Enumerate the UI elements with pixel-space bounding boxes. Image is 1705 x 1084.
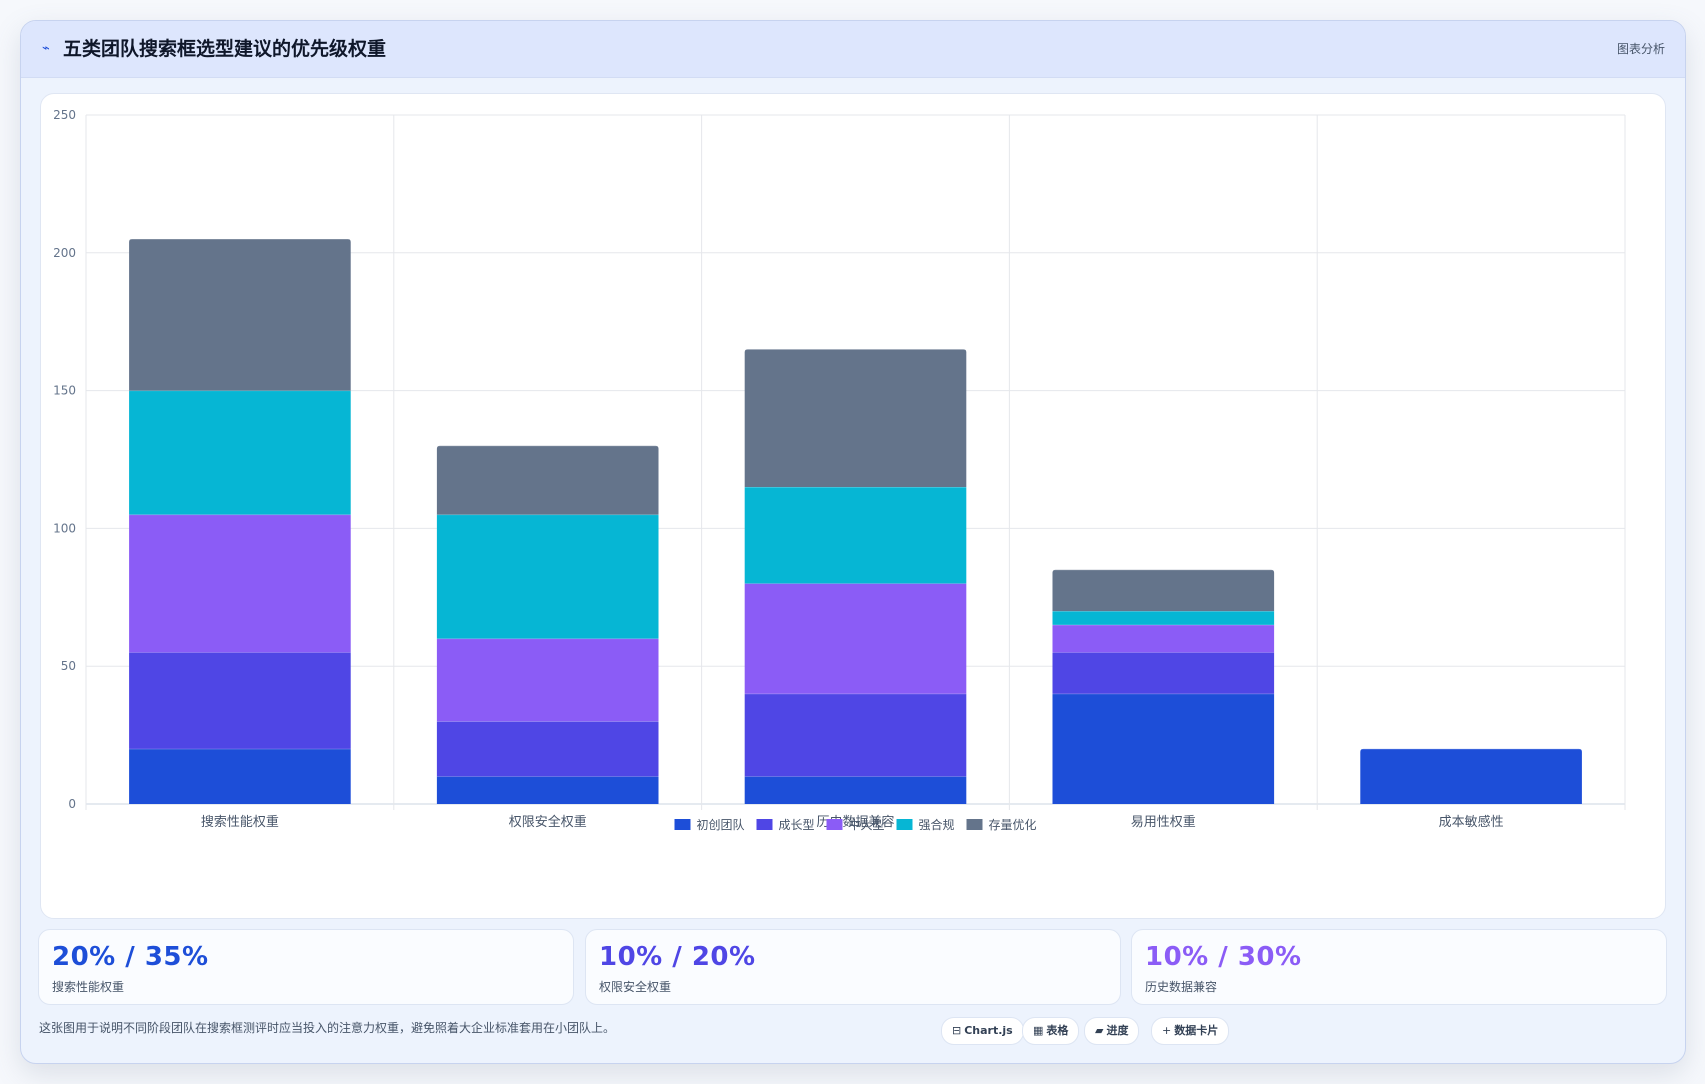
y-tick-label: 100 xyxy=(53,521,76,535)
bar-segment xyxy=(1052,652,1275,694)
chip-progress[interactable]: ▰ 进度 xyxy=(1084,1017,1140,1045)
bar-segment xyxy=(436,445,659,515)
page-title: 五类团队搜索框选型建议的优先级权重 xyxy=(63,38,387,60)
legend-label: 中大型 xyxy=(849,817,885,832)
legend-swatch xyxy=(756,819,773,830)
chip-label: 表格 xyxy=(1046,1024,1069,1037)
stat-card-permission-security: 10% / 20% 权限安全权重 xyxy=(585,929,1121,1005)
y-tick-label: 0 xyxy=(68,797,76,811)
chip-data-card[interactable]: + 数据卡片 xyxy=(1151,1017,1230,1045)
legend-swatch xyxy=(826,819,843,830)
bar-segment xyxy=(129,390,351,515)
bar-segment xyxy=(129,514,351,653)
bar-segment xyxy=(744,693,967,777)
progress-icon: ▰ xyxy=(1095,1024,1104,1037)
stat-label: 搜索性能权重 xyxy=(52,980,125,994)
y-tick-label: 50 xyxy=(61,659,76,673)
chart-panel: 0 50 100 150 200 250 搜索性能权重 权限安全权重 历史数据兼容 易用性权重 成本… xyxy=(40,93,1666,919)
bar-segment xyxy=(129,239,351,391)
legend-swatch xyxy=(674,819,691,830)
card-header: ⌁ 五类团队搜索框选型建议的优先级权重 图表分析 xyxy=(21,21,1685,78)
x-tick-label: 权限安全权重 xyxy=(509,814,587,830)
table-icon: ▦ xyxy=(1033,1024,1044,1037)
chip-label: 进度 xyxy=(1106,1024,1129,1037)
y-tick-label: 250 xyxy=(53,108,76,122)
bar-segment xyxy=(1052,611,1275,625)
bar-segment xyxy=(1360,748,1582,804)
stat-value: 10% / 30% xyxy=(1145,942,1302,972)
bar-segment xyxy=(436,638,659,722)
bar-segment xyxy=(1052,569,1275,612)
legend-label: 初创团队 xyxy=(697,817,745,832)
bar-segment xyxy=(1052,624,1275,653)
bar-segment xyxy=(744,349,967,488)
stat-card-history-compat: 10% / 30% 历史数据兼容 xyxy=(1131,929,1667,1005)
x-tick-label: 易用性权重 xyxy=(1131,814,1196,830)
legend-label: 存量优化 xyxy=(989,818,1037,832)
stat-label: 权限安全权重 xyxy=(599,980,672,994)
y-tick-label: 150 xyxy=(53,384,76,398)
x-tick-label: 成本敏感性 xyxy=(1439,814,1504,830)
stat-value: 20% / 35% xyxy=(52,942,209,972)
bar-segment xyxy=(744,583,967,694)
legend-label: 成长型 xyxy=(779,818,815,832)
stat-label: 历史数据兼容 xyxy=(1145,980,1218,994)
bar-segment xyxy=(436,776,659,804)
y-tick-label: 200 xyxy=(53,246,76,260)
footer-note: 这张图用于说明不同阶段团队在搜索框测评时应当投入的注意力权重，避免照着大企业标准… xyxy=(39,1021,616,1035)
chip-label: Chart.js xyxy=(964,1024,1013,1037)
bar-segment xyxy=(744,487,967,584)
plus-icon: + xyxy=(1162,1024,1172,1037)
bar-segment xyxy=(744,776,967,804)
chip-chartjs[interactable]: ⊟ Chart.js xyxy=(941,1017,1024,1045)
stat-card-search-performance: 20% / 35% 搜索性能权重 xyxy=(38,929,574,1005)
header-tag: 图表分析 xyxy=(1616,42,1665,56)
chart-icon: ⊟ xyxy=(952,1024,962,1037)
chart-card: ⌁ 五类团队搜索框选型建议的优先级权重 图表分析 0 50 100 150 200 250… xyxy=(20,20,1686,1064)
legend-swatch xyxy=(966,819,983,830)
legend-label: 强合规 xyxy=(919,817,955,832)
bar-segment xyxy=(436,721,659,777)
bar-segment xyxy=(1052,693,1275,804)
chip-label: 数据卡片 xyxy=(1174,1024,1219,1037)
stat-value: 10% / 20% xyxy=(599,942,756,972)
bar-segment xyxy=(129,748,351,804)
chip-table[interactable]: ▦ 表格 xyxy=(1022,1017,1080,1045)
bar-segment xyxy=(436,514,659,639)
legend-swatch xyxy=(896,819,913,830)
x-tick-label: 搜索性能权重 xyxy=(201,814,279,830)
chart-line-icon: ⌁ xyxy=(42,41,50,56)
bar-segment xyxy=(129,652,351,749)
